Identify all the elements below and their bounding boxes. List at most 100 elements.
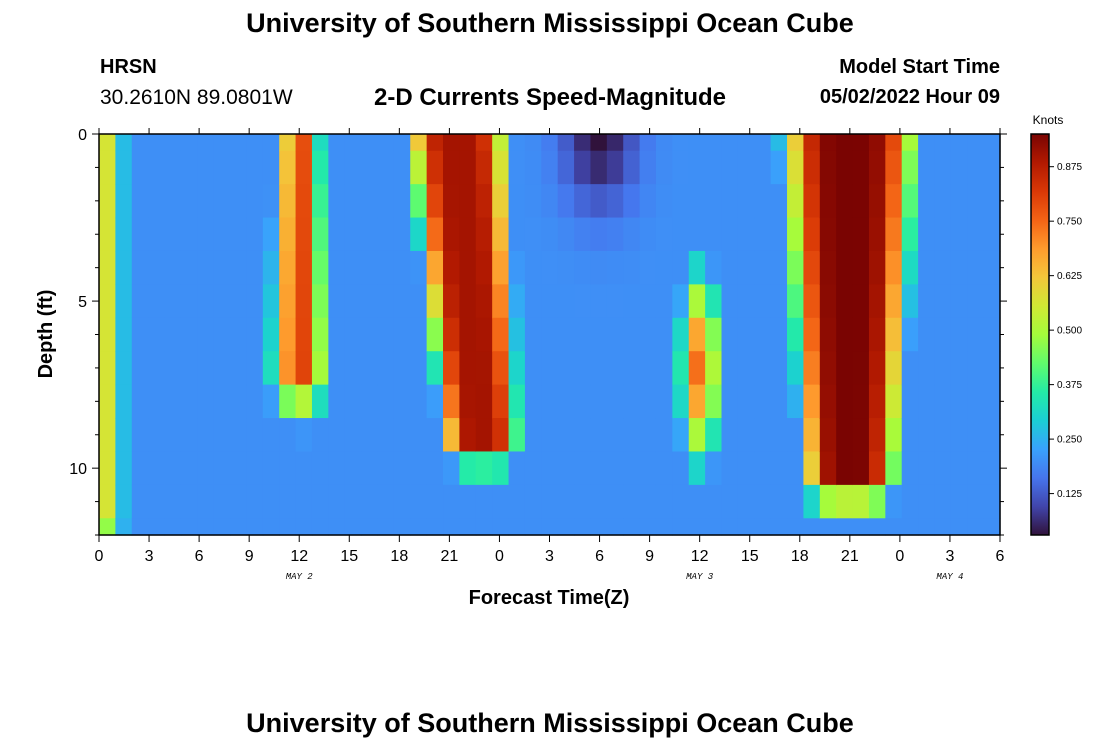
- heatmap-cell: [393, 351, 411, 386]
- heatmap-cell: [197, 184, 215, 219]
- heatmap-cell: [721, 451, 739, 486]
- heatmap-cell: [688, 418, 706, 453]
- heatmap-cell: [557, 418, 575, 453]
- heatmap-cell: [115, 518, 133, 536]
- heatmap-cell: [492, 418, 510, 453]
- heatmap-cell: [950, 217, 968, 252]
- heatmap-cell: [230, 451, 248, 486]
- heatmap-cell: [410, 217, 428, 252]
- heatmap-cell: [852, 451, 870, 486]
- heatmap-cell: [131, 284, 149, 319]
- x-tick-label: 18: [791, 548, 809, 565]
- heatmap-cell: [311, 518, 329, 536]
- heatmap-cell: [295, 284, 313, 319]
- heatmap-cell: [950, 317, 968, 352]
- heatmap-cell: [180, 484, 198, 519]
- heatmap-cell: [475, 518, 493, 536]
- heatmap-cell: [180, 351, 198, 386]
- x-tick-label: 9: [245, 548, 254, 565]
- heatmap-cell: [803, 317, 821, 352]
- heatmap-cell: [934, 184, 952, 219]
- heatmap-cell: [164, 418, 182, 453]
- heatmap-cell: [131, 518, 149, 536]
- heatmap-cell: [967, 184, 985, 219]
- heatmap-cell: [737, 518, 755, 536]
- heatmap-cell: [295, 150, 313, 185]
- heatmap-cell: [508, 184, 526, 219]
- heatmap-cell: [197, 484, 215, 519]
- heatmap-cell: [836, 418, 854, 453]
- heatmap-cell: [377, 384, 395, 419]
- heatmap-cell: [213, 518, 231, 536]
- heatmap-cell: [230, 284, 248, 319]
- x-tick-label: 3: [545, 548, 554, 565]
- heatmap-cell: [262, 284, 280, 319]
- heatmap-cell: [426, 351, 444, 386]
- heatmap-cell: [344, 451, 362, 486]
- heatmap-cell: [606, 451, 624, 486]
- heatmap-cell: [721, 518, 739, 536]
- heatmap-cell: [885, 150, 903, 185]
- heatmap-cell: [655, 134, 673, 152]
- day-label: MAY 3: [686, 572, 714, 582]
- heatmap-cell: [688, 217, 706, 252]
- heatmap-cell: [230, 150, 248, 185]
- heatmap-cell: [524, 217, 542, 252]
- heatmap-cell: [311, 150, 329, 185]
- heatmap-cell: [115, 484, 133, 519]
- heatmap-cell: [967, 484, 985, 519]
- heatmap-cell: [868, 418, 886, 453]
- heatmap-cell: [115, 134, 133, 152]
- heatmap-cell: [99, 451, 116, 486]
- heatmap-cell: [262, 134, 280, 152]
- heatmap-cell: [606, 250, 624, 285]
- heatmap-cell: [393, 250, 411, 285]
- heatmap-cell: [787, 250, 805, 285]
- heatmap-cell: [213, 217, 231, 252]
- heatmap-cell: [197, 217, 215, 252]
- heatmap-cell: [672, 250, 690, 285]
- chart-subtitle: 2-D Currents Speed-Magnitude: [373, 84, 727, 111]
- heatmap-cell: [279, 484, 297, 519]
- heatmap-cell: [377, 418, 395, 453]
- heatmap-cell: [393, 317, 411, 352]
- heatmap-cell: [443, 351, 460, 386]
- heatmap-cell: [705, 217, 723, 252]
- heatmap-cell: [508, 518, 526, 536]
- heatmap-cell: [361, 134, 379, 152]
- heatmap-cell: [443, 451, 460, 486]
- heatmap-cell: [590, 250, 608, 285]
- heatmap-cell: [639, 518, 657, 536]
- heatmap-cell: [950, 134, 968, 152]
- heatmap-cell: [262, 484, 280, 519]
- heatmap-cell: [443, 150, 460, 185]
- colorbar-tick-label: 0.125: [1057, 489, 1082, 500]
- heatmap-cell: [443, 284, 460, 319]
- heatmap-cell: [115, 351, 133, 386]
- heatmap-cell: [541, 451, 559, 486]
- heatmap-cell: [672, 484, 690, 519]
- heatmap-cell: [885, 250, 903, 285]
- colorbar-tick-label: 0.750: [1057, 217, 1082, 228]
- heatmap-cell: [279, 418, 297, 453]
- heatmap-cell: [475, 484, 493, 519]
- heatmap-cell: [868, 134, 886, 152]
- heatmap-cell: [492, 317, 510, 352]
- heatmap-cell: [803, 418, 821, 453]
- heatmap-cell: [623, 134, 641, 152]
- heatmap-cell: [393, 150, 411, 185]
- heatmap-cell: [459, 284, 477, 319]
- heatmap-cell: [934, 384, 952, 419]
- heatmap-cell: [443, 184, 460, 219]
- heatmap-cell: [721, 284, 739, 319]
- heatmap-cell: [131, 451, 149, 486]
- heatmap-cell: [705, 418, 723, 453]
- heatmap-cell: [574, 284, 592, 319]
- heatmap-cell: [148, 284, 166, 319]
- heatmap-cell: [901, 134, 919, 152]
- heatmap-cell: [557, 250, 575, 285]
- heatmap-cell: [770, 250, 788, 285]
- heatmap-cell: [787, 418, 805, 453]
- heatmap-cell: [393, 184, 411, 219]
- day-label: MAY 2: [286, 572, 314, 582]
